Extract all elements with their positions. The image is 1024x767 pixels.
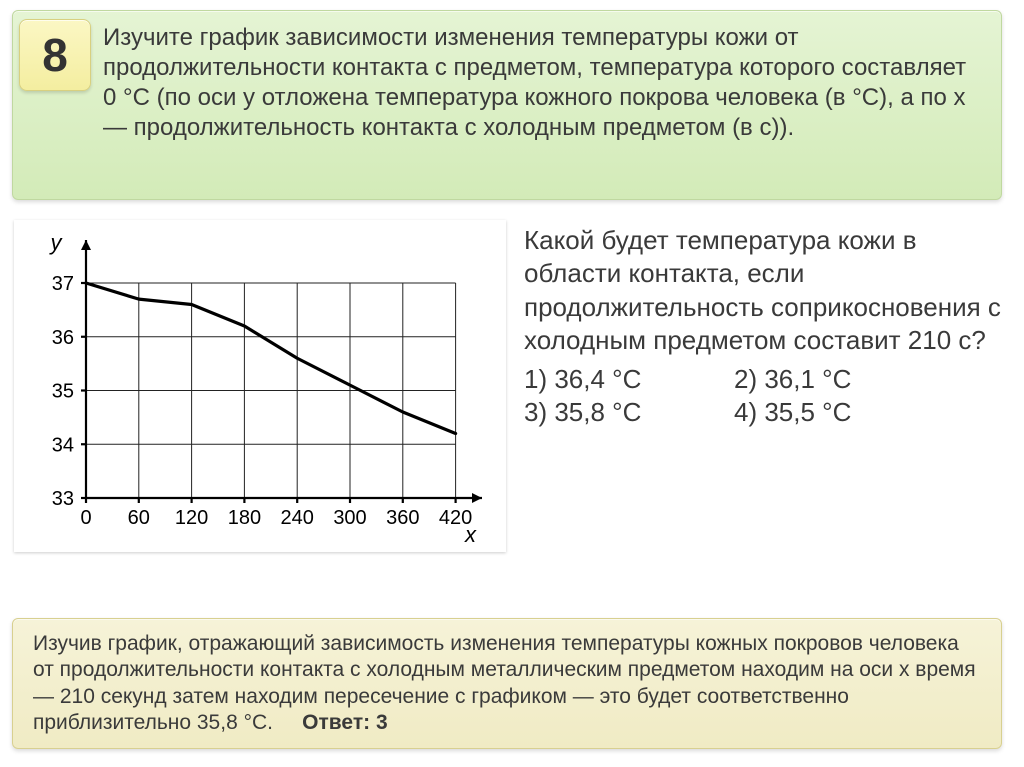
svg-text:35: 35 bbox=[52, 381, 74, 403]
svg-text:36: 36 bbox=[52, 327, 74, 349]
svg-text:33: 33 bbox=[52, 488, 74, 510]
svg-text:180: 180 bbox=[228, 507, 261, 529]
svg-text:240: 240 bbox=[281, 507, 314, 529]
svg-text:360: 360 bbox=[386, 507, 419, 529]
explanation-answer: Ответ: 3 bbox=[302, 711, 387, 734]
question-text: Какой будет температура кожи в области к… bbox=[524, 224, 1002, 357]
explanation-text: Изучив график, отражающий зависимость из… bbox=[33, 632, 976, 734]
svg-text:34: 34 bbox=[52, 434, 74, 456]
svg-text:60: 60 bbox=[128, 507, 150, 529]
answer-option-4: 4) 35,5 °C bbox=[734, 396, 851, 429]
svg-text:x: x bbox=[464, 522, 477, 546]
answer-option-3: 3) 35,8 °C bbox=[524, 396, 734, 429]
svg-text:37: 37 bbox=[52, 273, 74, 295]
answer-option-1: 1) 36,4 °C bbox=[524, 363, 734, 396]
explanation-panel: Изучив график, отражающий зависимость из… bbox=[12, 618, 1002, 749]
question-number-badge: 8 bbox=[19, 19, 91, 91]
line-chart: 0601201802403003604203334353637xy bbox=[20, 226, 500, 546]
question-column: Какой будет температура кожи в области к… bbox=[524, 220, 1002, 552]
chart-container: 0601201802403003604203334353637xy bbox=[14, 220, 506, 552]
svg-text:y: y bbox=[49, 230, 64, 255]
content-row: 0601201802403003604203334353637xy Какой … bbox=[14, 220, 1002, 552]
answer-option-2: 2) 36,1 °C bbox=[734, 363, 851, 396]
answers-block: 1) 36,4 °C 2) 36,1 °C 3) 35,8 °C 4) 35,5… bbox=[524, 363, 1002, 430]
svg-text:300: 300 bbox=[333, 507, 366, 529]
svg-text:0: 0 bbox=[80, 507, 91, 529]
prompt-panel: 8 Изучите график зависимости изменения т… bbox=[12, 10, 1002, 200]
prompt-text: Изучите график зависимости изменения тем… bbox=[103, 23, 981, 143]
svg-text:120: 120 bbox=[175, 507, 208, 529]
